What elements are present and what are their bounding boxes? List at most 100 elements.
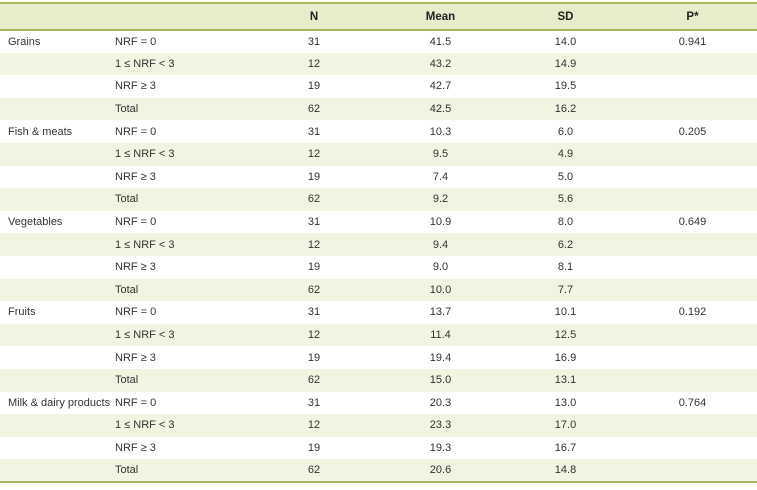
cell-mean: 9.4: [432, 238, 449, 251]
cell-group: [0, 279, 115, 302]
cell-nrf-label: NRF = 0: [115, 396, 157, 409]
cell-group: Fruits: [8, 306, 36, 319]
cell-n: 12: [307, 57, 321, 70]
table-header: N Mean SD P*: [0, 3, 757, 31]
cell-p: 0.941: [678, 35, 707, 48]
cell-sd: 8.0: [557, 216, 574, 229]
cell-group: [0, 188, 115, 211]
cell-group: [0, 414, 115, 437]
cell-p: 0.192: [678, 306, 707, 319]
cell-nrf-label: NRF = 0: [115, 125, 157, 138]
cell-sd: 12.5: [554, 329, 577, 342]
cell-group: [0, 233, 115, 256]
cell-mean: 10.9: [429, 216, 452, 229]
cell-p: [628, 233, 757, 256]
cell-group: Vegetables: [8, 216, 63, 229]
cell-mean: 20.6: [429, 464, 452, 477]
cell-mean: 42.7: [429, 80, 452, 93]
cell-p: [628, 459, 757, 482]
header-row: N Mean SD P*: [0, 3, 757, 31]
header-cell-mean: Mean: [378, 3, 503, 31]
cell-nrf-label: 1 ≤ NRF < 3: [115, 148, 175, 161]
table-row: Fruits NRF = 0 31 13.7 10.1 0.192: [0, 301, 757, 324]
cell-sd: 7.7: [557, 283, 574, 296]
cell-group: [0, 369, 115, 392]
cell-mean: 10.0: [429, 283, 452, 296]
cell-p: [628, 279, 757, 302]
cell-group: [0, 459, 115, 482]
cell-mean: 42.5: [429, 103, 452, 116]
table-row: Total 62 10.0 7.7: [0, 278, 757, 302]
table-row: NRF ≥ 3 19 9.0 8.1: [0, 255, 757, 279]
cell-n: 62: [307, 464, 321, 477]
table-row: Vegetables NRF = 0 31 10.9 8.0 0.649: [0, 210, 757, 234]
cell-n: 31: [307, 216, 321, 229]
cell-mean: 19.4: [429, 351, 452, 364]
cell-sd: 5.6: [557, 193, 574, 206]
table-row: 1 ≤ NRF < 3 12 43.2 14.9: [0, 52, 757, 76]
cell-n: 62: [307, 374, 321, 387]
cell-n: 12: [307, 329, 321, 342]
cell-mean: 20.3: [429, 396, 452, 409]
cell-nrf-label: NRF = 0: [115, 306, 157, 319]
cell-n: 12: [307, 148, 321, 161]
cell-sd: 4.9: [557, 148, 574, 161]
table-row: NRF ≥ 3 19 19.3 16.7: [0, 436, 757, 460]
table-row: Total 62 42.5 16.2: [0, 97, 757, 121]
cell-group: Fish & meats: [8, 125, 73, 138]
cell-mean: 11.4: [430, 329, 451, 342]
table-row: Total 62 9.2 5.6: [0, 188, 757, 211]
cell-group: [0, 346, 115, 369]
cell-nrf-label: Total: [115, 283, 139, 296]
cell-n: 19: [307, 441, 321, 454]
cell-group: [0, 324, 115, 347]
cell-p: [628, 369, 757, 392]
cell-sd: 16.9: [554, 351, 577, 364]
table-row: Total 62 15.0 13.1: [0, 368, 757, 392]
header-cell-sd: SD: [503, 3, 628, 31]
cell-p: [628, 324, 757, 347]
cell-n: 31: [307, 306, 321, 319]
cell-group: [0, 166, 115, 189]
cell-group: [0, 256, 115, 279]
cell-n: 31: [307, 35, 321, 48]
cell-nrf-label: 1 ≤ NRF < 3: [115, 238, 175, 251]
cell-p: [628, 75, 757, 98]
cell-p: [628, 256, 757, 279]
cell-group: [0, 437, 115, 460]
cell-p: [628, 166, 757, 189]
cell-sd: 13.1: [554, 374, 577, 387]
cell-p: 0.764: [678, 396, 707, 409]
cell-p: [628, 98, 757, 121]
table-row: 1 ≤ NRF < 3 12 9.5 4.9: [0, 142, 757, 166]
cell-sd: 6.0: [557, 125, 574, 138]
cell-p: [628, 346, 757, 369]
cell-group: Milk & dairy products: [8, 396, 111, 409]
table-row: NRF ≥ 3 19 7.4 5.0: [0, 165, 757, 189]
cell-nrf-label: 1 ≤ NRF < 3: [115, 329, 175, 342]
cell-mean: 15.0: [429, 374, 452, 387]
cell-p: [628, 53, 757, 76]
cell-sd: 14.0: [554, 35, 577, 48]
cell-p: 0.649: [678, 216, 707, 229]
cell-n: 31: [307, 125, 321, 138]
cell-n: 19: [307, 170, 321, 183]
cell-nrf-label: Total: [115, 374, 139, 387]
cell-nrf-label: NRF = 0: [115, 35, 157, 48]
table-row: Milk & dairy products NRF = 0 31 20.3 13…: [0, 391, 757, 415]
cell-nrf-label: NRF ≥ 3: [115, 261, 156, 274]
header-cell-p: P*: [628, 3, 757, 31]
cell-nrf-label: 1 ≤ NRF < 3: [115, 57, 175, 70]
cell-n: 19: [307, 80, 321, 93]
cell-sd: 8.1: [557, 261, 574, 274]
cell-p: 0.205: [678, 125, 707, 138]
cell-nrf-label: Total: [115, 103, 139, 116]
cell-mean: 9.5: [432, 148, 449, 161]
cell-p: [628, 143, 757, 166]
cell-sd: 19.5: [554, 80, 577, 93]
table-row: Fish & meats NRF = 0 31 10.3 6.0 0.205: [0, 120, 757, 143]
cell-n: 62: [307, 283, 321, 296]
cell-mean: 9.2: [432, 193, 449, 206]
cell-sd: 6.2: [557, 238, 574, 251]
